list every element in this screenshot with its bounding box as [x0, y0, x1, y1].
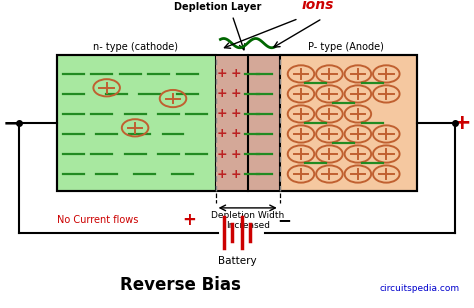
- Bar: [280, 55, 417, 191]
- Text: −: −: [2, 113, 21, 133]
- Bar: [216, 55, 280, 191]
- Text: −: −: [277, 211, 292, 229]
- Text: +: +: [182, 211, 197, 229]
- Text: Battery: Battery: [218, 256, 256, 265]
- Text: +: +: [217, 87, 227, 100]
- Text: +: +: [217, 148, 227, 160]
- Text: circuitspedia.com: circuitspedia.com: [380, 284, 460, 293]
- Text: +: +: [453, 113, 472, 133]
- Text: ions: ions: [301, 0, 334, 12]
- Text: P- type (Anode): P- type (Anode): [308, 43, 384, 52]
- Text: +: +: [231, 128, 241, 140]
- Text: +: +: [231, 168, 241, 180]
- Text: +: +: [217, 67, 227, 80]
- Text: +: +: [217, 128, 227, 140]
- Bar: [57, 55, 417, 191]
- Text: +: +: [217, 107, 227, 120]
- Text: n- type (cathode): n- type (cathode): [92, 43, 178, 52]
- Text: +: +: [231, 67, 241, 80]
- Text: +: +: [231, 148, 241, 160]
- Text: +: +: [231, 107, 241, 120]
- Text: Depletion Layer: Depletion Layer: [174, 2, 262, 12]
- Text: No Current flows: No Current flows: [57, 215, 138, 225]
- Text: +: +: [231, 87, 241, 100]
- Bar: [57, 55, 216, 191]
- Text: +: +: [217, 168, 227, 180]
- Text: Reverse Bias: Reverse Bias: [119, 276, 241, 294]
- Text: Depletion Width
Increased: Depletion Width Increased: [211, 211, 284, 230]
